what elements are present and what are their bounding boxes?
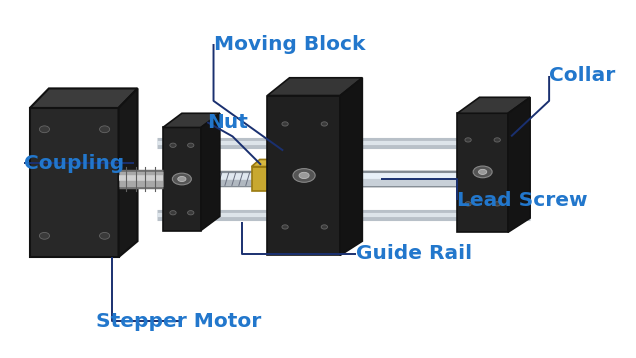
Ellipse shape	[321, 225, 328, 229]
Ellipse shape	[465, 138, 471, 142]
Ellipse shape	[100, 126, 109, 133]
Ellipse shape	[188, 143, 194, 147]
Ellipse shape	[170, 143, 176, 147]
Ellipse shape	[39, 232, 50, 239]
Ellipse shape	[170, 211, 176, 215]
Ellipse shape	[282, 122, 288, 126]
Polygon shape	[163, 113, 220, 127]
Polygon shape	[267, 78, 363, 96]
Ellipse shape	[177, 176, 186, 182]
Polygon shape	[251, 159, 285, 166]
Polygon shape	[277, 159, 285, 192]
Polygon shape	[267, 96, 340, 255]
Ellipse shape	[172, 173, 191, 185]
Ellipse shape	[478, 169, 487, 174]
Polygon shape	[30, 108, 118, 257]
Ellipse shape	[188, 211, 194, 215]
Text: Stepper Motor: Stepper Motor	[96, 311, 261, 330]
Text: Nut: Nut	[207, 113, 248, 132]
Text: Lead Screw: Lead Screw	[457, 191, 588, 210]
Polygon shape	[163, 127, 201, 231]
Ellipse shape	[100, 232, 109, 239]
Text: Collar: Collar	[549, 67, 616, 86]
Polygon shape	[340, 78, 363, 255]
Polygon shape	[201, 113, 220, 231]
Ellipse shape	[494, 202, 501, 206]
Ellipse shape	[465, 202, 471, 206]
Text: Guide Rail: Guide Rail	[356, 244, 472, 263]
Text: Moving Block: Moving Block	[214, 34, 365, 53]
Polygon shape	[457, 113, 508, 232]
Polygon shape	[508, 97, 530, 232]
Text: Coupling: Coupling	[24, 154, 124, 173]
Polygon shape	[251, 166, 277, 192]
Polygon shape	[457, 97, 530, 113]
Ellipse shape	[494, 138, 501, 142]
Ellipse shape	[473, 166, 492, 178]
Ellipse shape	[282, 225, 288, 229]
Ellipse shape	[299, 172, 309, 179]
Ellipse shape	[39, 126, 50, 133]
Ellipse shape	[321, 122, 328, 126]
Ellipse shape	[293, 169, 315, 182]
Polygon shape	[30, 88, 137, 108]
Polygon shape	[118, 88, 137, 257]
